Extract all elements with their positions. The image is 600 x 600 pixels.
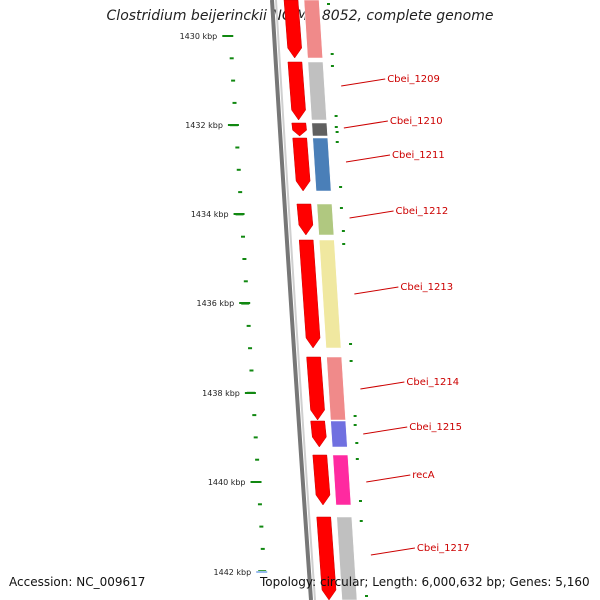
gene-label-leader [354, 286, 399, 295]
gene-label: Cbei_1215 [409, 422, 462, 433]
strand-arrow [287, 61, 306, 121]
strand-arrow [298, 239, 321, 349]
gene-feature-bar [311, 122, 328, 137]
gene-feature-bar [312, 137, 332, 192]
backbone-shadow [275, 0, 316, 600]
gene-feature-bar [307, 61, 327, 121]
gene-label-leader [349, 210, 394, 219]
gene-label: recA [412, 470, 435, 481]
position-label: 1438 kbp [202, 389, 240, 398]
strand-arrow [312, 454, 331, 506]
gene-feature-bar [318, 239, 342, 349]
strand-arrow [292, 137, 311, 192]
gene-label: Cbei_1209 [387, 74, 440, 85]
gene-label-leader [341, 78, 386, 87]
topology-text: Topology: circular; Length: 6,000,632 bp… [260, 575, 590, 589]
gene-label-leader [366, 474, 411, 483]
accession-text: Accession: NC_009617 [9, 575, 146, 589]
gene-feature-bar [332, 454, 352, 506]
gene-label: Cbei_1217 [417, 543, 470, 554]
gene-label-leader [360, 381, 405, 390]
gene-label: Cbei_1213 [400, 282, 453, 293]
gene-label: Cbei_1214 [406, 377, 459, 388]
gene-label-leader [345, 154, 391, 163]
strand-arrow [283, 0, 302, 59]
strand-arrow [310, 420, 327, 448]
gene-feature-bar [303, 0, 323, 59]
gene-label-leader [343, 120, 388, 129]
position-label: 1436 kbp [196, 299, 234, 308]
gene-feature-bar [316, 203, 335, 236]
gene-label: Cbei_1210 [390, 116, 443, 127]
position-label: 1432 kbp [185, 121, 223, 130]
gene-feature-bar [336, 516, 358, 600]
gene-feature-bar [326, 356, 346, 421]
map-title: Clostridium beijerinckii NCIMB 8052, com… [106, 8, 494, 24]
strand-arrow [306, 356, 325, 421]
position-label: 1434 kbp [191, 210, 229, 219]
position-label: 1430 kbp [180, 32, 218, 41]
strand-arrow [316, 516, 337, 600]
backbone-line [270, 0, 313, 600]
gene-feature-bar [330, 420, 348, 448]
strand-arrow [296, 203, 314, 236]
strand-arrow [291, 122, 307, 137]
gene-label: Cbei_1212 [396, 206, 449, 217]
gene-label-leader [363, 426, 408, 435]
position-label: 1440 kbp [208, 478, 246, 487]
gene-label-leader [370, 547, 415, 556]
position-label: 1442 kbp [214, 568, 252, 577]
gene-label: Cbei_1211 [392, 150, 445, 161]
